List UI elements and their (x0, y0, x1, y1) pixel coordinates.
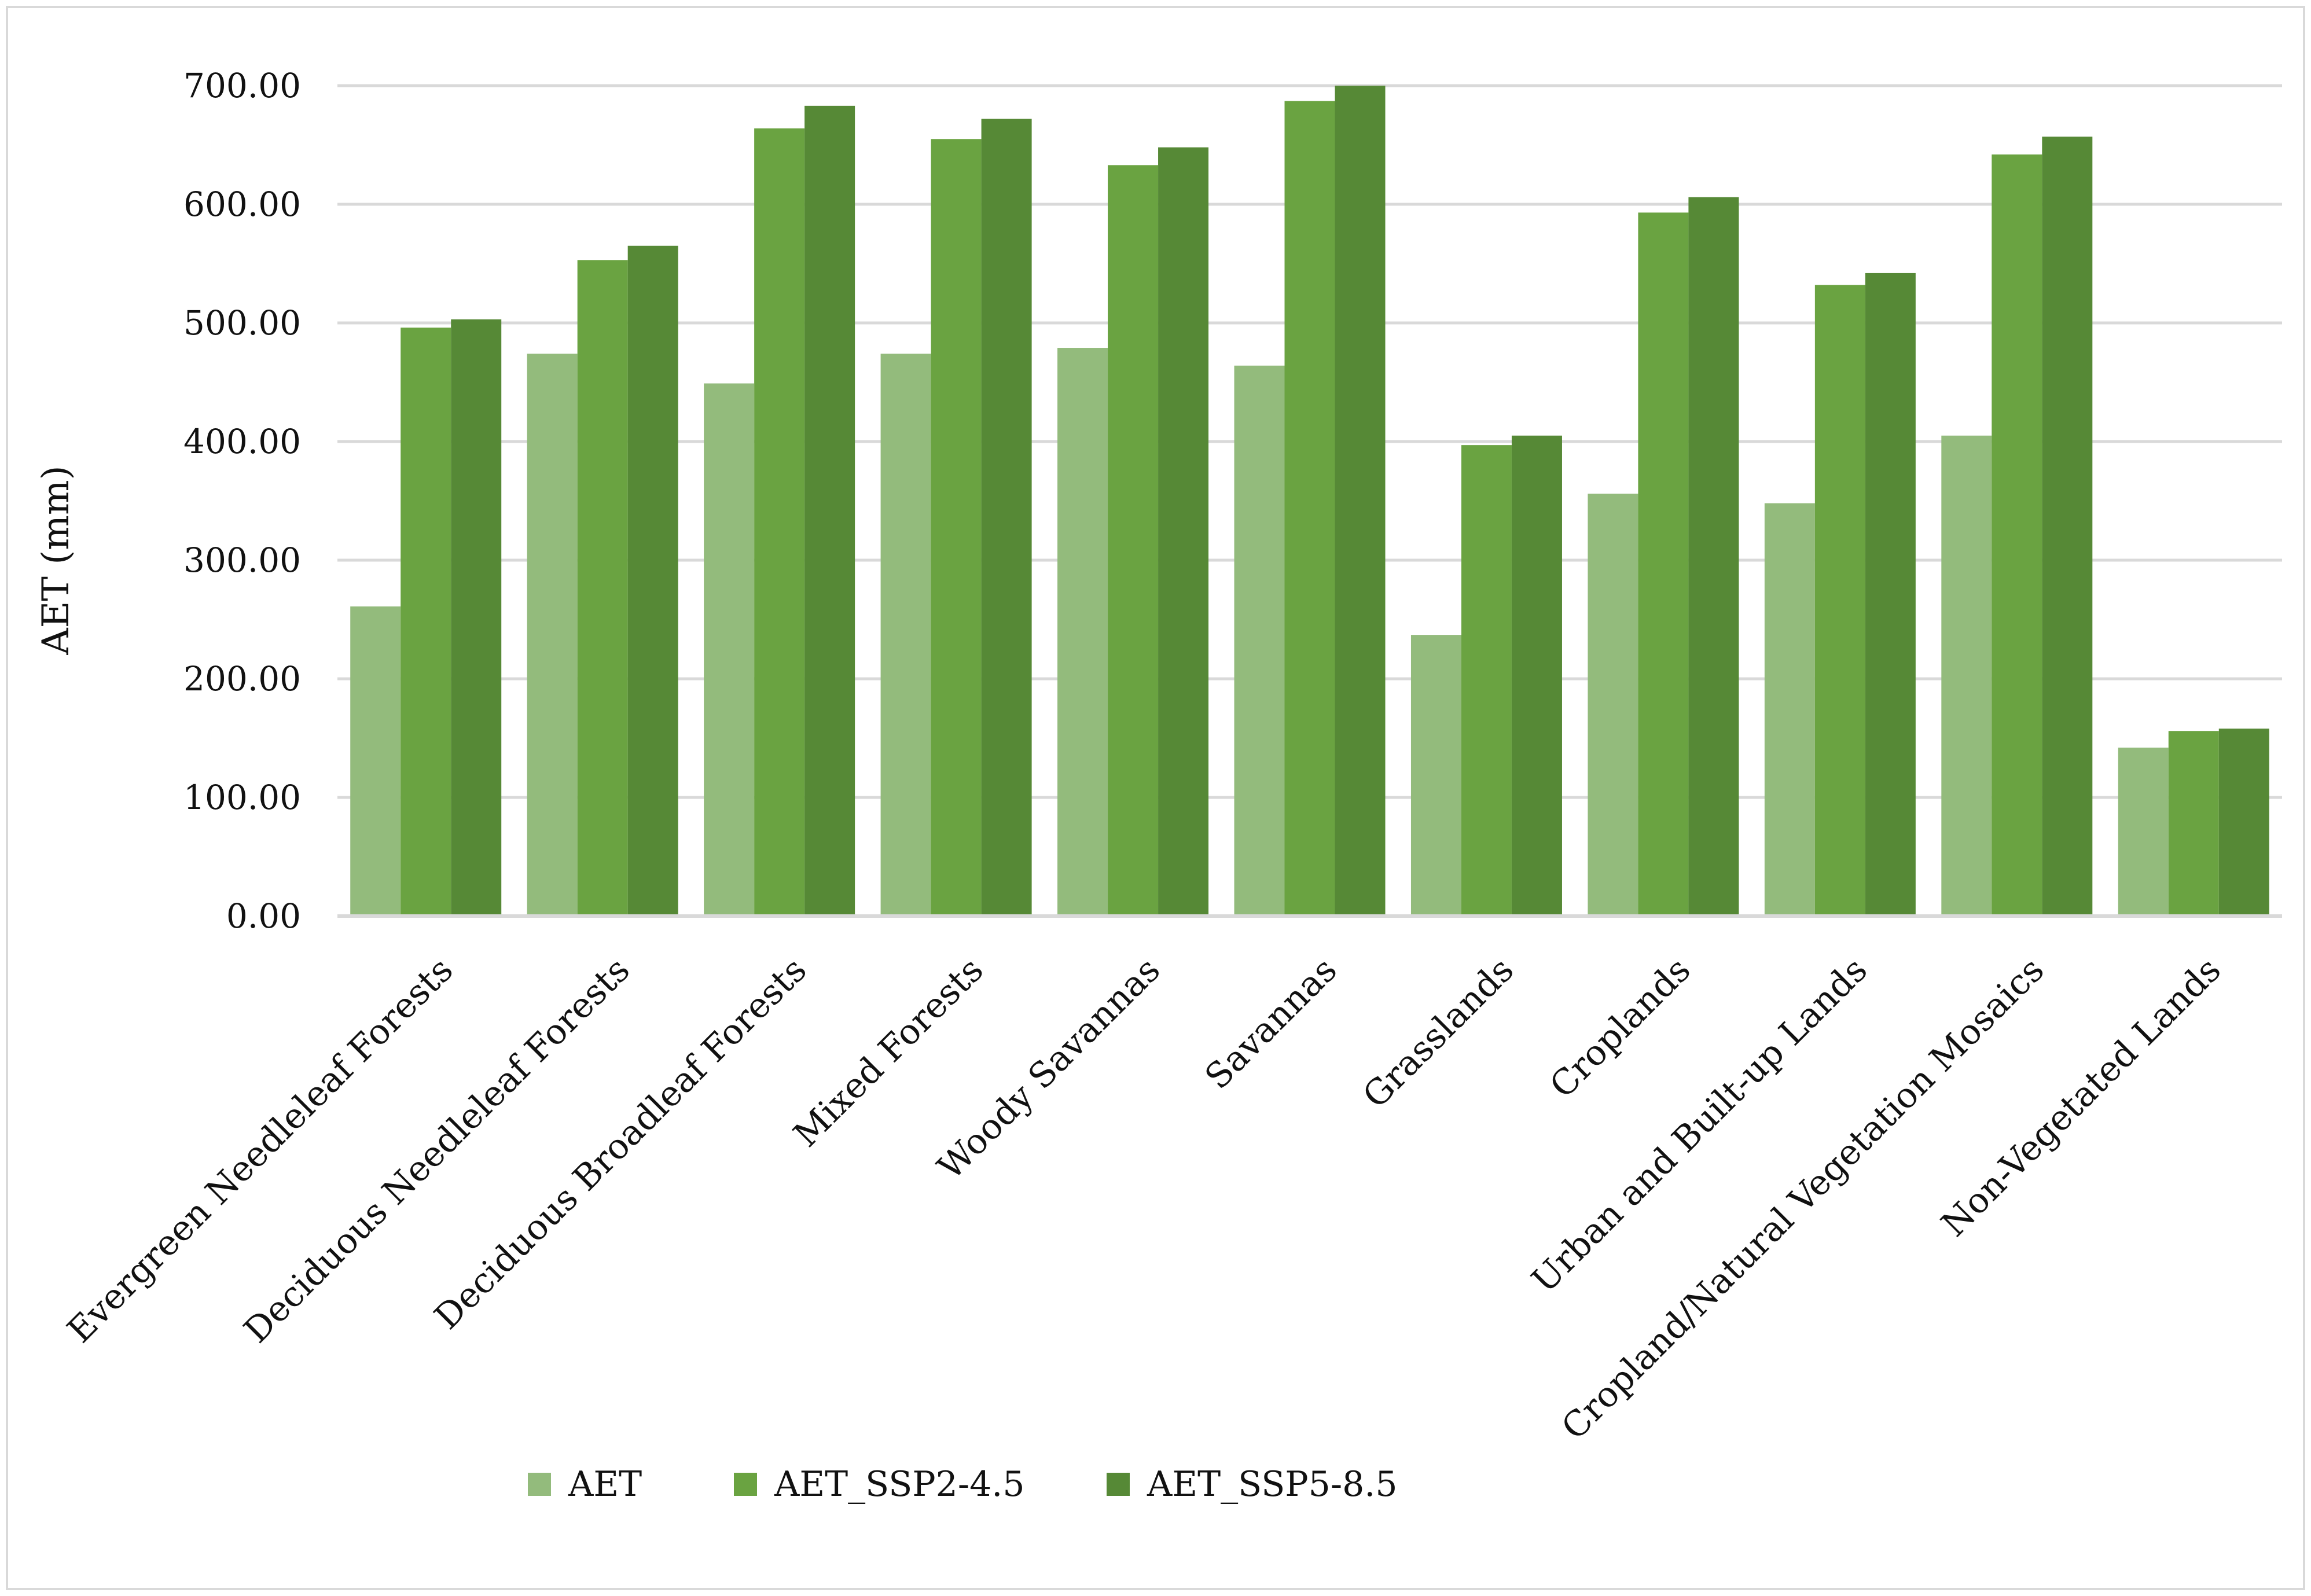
bar-ssp585 (981, 119, 1032, 916)
y-axis-title: AET (mm) (35, 465, 78, 655)
legend-label: AET (568, 1464, 642, 1505)
bar-aet (1410, 635, 1461, 916)
legend-swatch (1107, 1473, 1130, 1496)
y-tick-label: 300.00 (183, 540, 301, 580)
y-tick-label: 700.00 (183, 66, 301, 105)
y-tick-label: 200.00 (183, 659, 301, 698)
bar-aet (350, 606, 401, 916)
bar-aet (2118, 747, 2169, 916)
y-tick-labels: 0.00 100.00 200.00 300.00 400.00 500.00 600.00… (183, 66, 301, 936)
bar-ssp245 (2168, 731, 2219, 916)
legend-label: AET_SSP2-4.5 (774, 1464, 1025, 1505)
bar-ssp245 (577, 260, 628, 917)
category-label: Savannas (1197, 950, 1345, 1097)
category-label: Non-Vegetated Lands (1934, 950, 2229, 1245)
bar-aet (1234, 365, 1285, 916)
bar-ssp245 (1108, 165, 1159, 917)
category-label: Croplands (1542, 950, 1698, 1106)
bar-ssp245 (1284, 101, 1335, 916)
bar-ssp245 (1992, 154, 2042, 916)
category-label: Urban and Built-up Lands (1524, 950, 1875, 1301)
bar-ssp585 (1335, 86, 1386, 916)
bar-aet (527, 354, 578, 916)
bar-ssp245 (401, 328, 451, 916)
bar-ssp585 (2218, 729, 2269, 916)
bar-aet (704, 383, 755, 916)
category-label: Deciduous Broadleaf Forests (427, 950, 814, 1337)
bar-ssp585 (2042, 137, 2093, 916)
category-label: Deciduous Needleleaf Forests (236, 950, 638, 1351)
bar-aet (880, 354, 931, 916)
category-label: Grasslands (1355, 950, 1522, 1116)
bar-ssp585 (804, 105, 855, 917)
legend-label: AET_SSP5-8.5 (1147, 1464, 1398, 1505)
bar-ssp585 (1688, 197, 1739, 917)
legend-swatch (528, 1473, 551, 1496)
bars (350, 86, 2269, 917)
bar-ssp585 (1865, 273, 1916, 916)
bar-ssp585 (451, 319, 502, 916)
bar-ssp585 (1158, 147, 1209, 917)
bar-aet (1764, 503, 1815, 916)
y-tick-label: 600.00 (183, 185, 301, 224)
y-tick-label: 400.00 (183, 422, 301, 461)
category-label: Mixed Forests (786, 950, 991, 1155)
bar-ssp245 (754, 128, 805, 916)
bar-ssp585 (627, 245, 678, 916)
bar-ssp245 (1814, 285, 1865, 916)
bar-ssp585 (1511, 435, 1562, 916)
y-tick-label: 100.00 (183, 778, 301, 817)
bar-aet (1941, 435, 1992, 916)
legend-swatch (734, 1473, 757, 1496)
bar-ssp245 (931, 139, 982, 916)
y-tick-label: 500.00 (183, 303, 301, 343)
legend: AET AET_SSP2-4.5 AET_SSP5-8.5 (528, 1464, 1398, 1505)
bar-aet (1588, 494, 1638, 916)
category-label: Evergreen Needleleaf Forests (60, 950, 461, 1351)
bar-aet (1057, 348, 1108, 916)
bar-ssp245 (1638, 212, 1689, 917)
bar-ssp245 (1461, 445, 1512, 916)
y-tick-label: 0.00 (226, 896, 301, 936)
